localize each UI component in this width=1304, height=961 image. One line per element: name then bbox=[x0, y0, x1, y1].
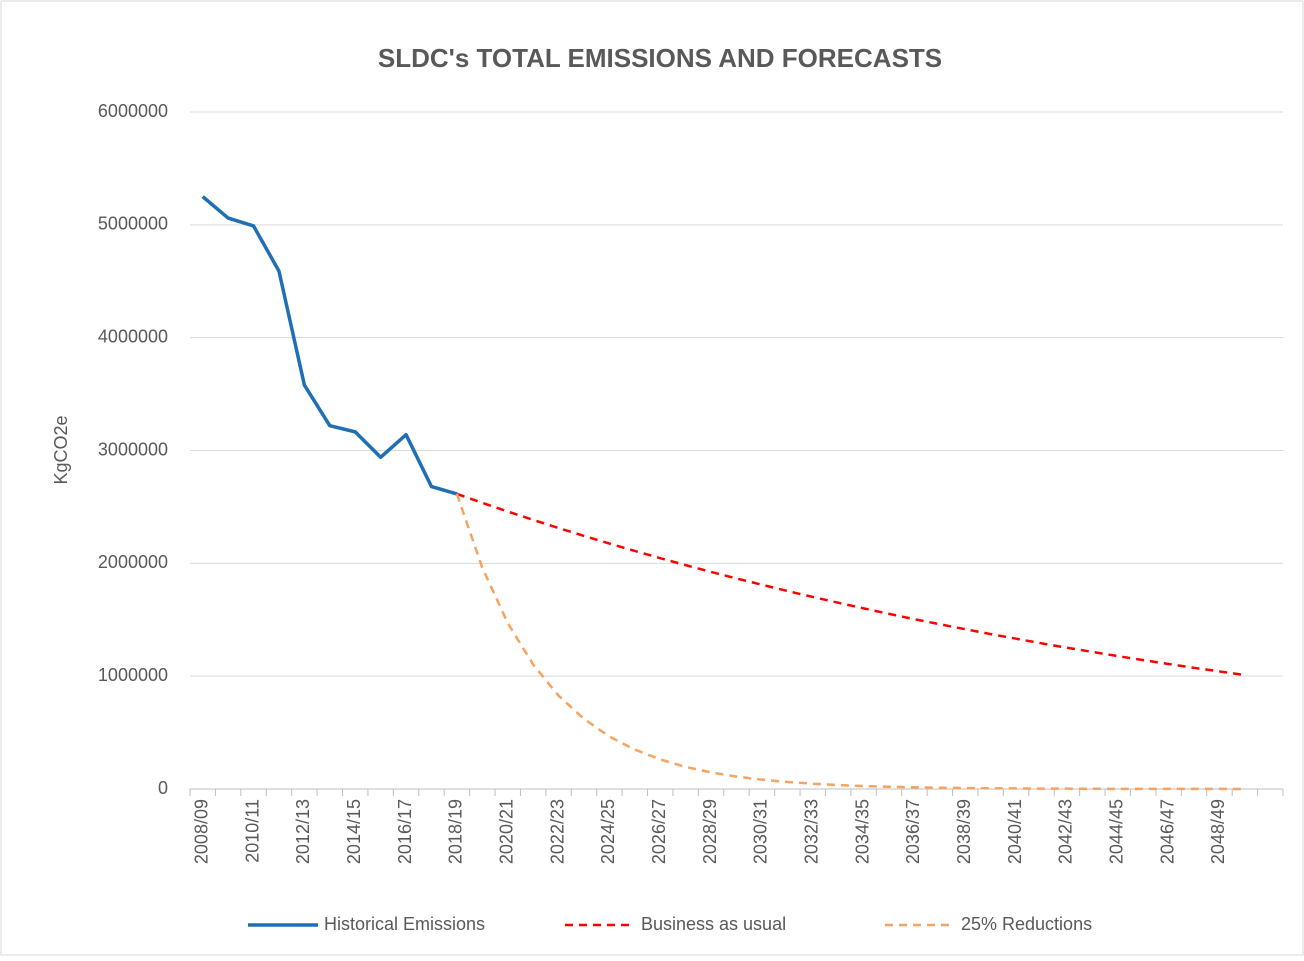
y-tick-label: 5000000 bbox=[98, 214, 168, 234]
y-tick-label: 2000000 bbox=[98, 552, 168, 572]
x-tick-label: 2032/33 bbox=[802, 799, 822, 864]
x-tick-label: 2026/27 bbox=[649, 799, 669, 864]
x-tick-label: 2028/29 bbox=[700, 799, 720, 864]
series-line bbox=[455, 493, 1245, 791]
chart-title: SLDC's TOTAL EMISSIONS AND FORECASTS bbox=[378, 43, 942, 73]
x-tick-label: 2040/41 bbox=[1005, 799, 1025, 864]
x-tick-label: 2022/23 bbox=[547, 799, 567, 864]
y-axis-label: KgCO2e bbox=[51, 415, 71, 484]
x-tick-label: 2010/11 bbox=[242, 799, 262, 863]
x-tick-label: 2034/35 bbox=[852, 799, 872, 864]
series-line bbox=[201, 195, 458, 496]
y-tick-label: 3000000 bbox=[98, 439, 168, 459]
legend-label: 25% Reductions bbox=[961, 914, 1092, 934]
x-tick-label: 2046/47 bbox=[1157, 799, 1177, 864]
legend-label: Historical Emissions bbox=[324, 914, 485, 934]
x-tick-label: 2048/49 bbox=[1208, 799, 1228, 864]
x-tick-label: 2038/39 bbox=[954, 799, 974, 864]
legend-label: Business as usual bbox=[641, 914, 786, 934]
series-line bbox=[456, 492, 1246, 677]
x-tick-label: 2020/21 bbox=[496, 799, 516, 864]
x-tick-label: 2030/31 bbox=[751, 799, 771, 864]
x-tick-label: 2014/15 bbox=[344, 799, 364, 864]
x-tick-label: 2024/25 bbox=[598, 799, 618, 864]
y-tick-label: 6000000 bbox=[98, 101, 168, 121]
y-tick-label: 0 bbox=[158, 778, 168, 798]
x-tick-label: 2042/43 bbox=[1056, 799, 1076, 864]
x-tick-label: 2044/45 bbox=[1107, 799, 1127, 864]
y-tick-label: 4000000 bbox=[98, 326, 168, 346]
y-tick-label: 1000000 bbox=[98, 665, 168, 685]
x-tick-label: 2016/17 bbox=[395, 799, 415, 864]
x-tick-label: 2036/37 bbox=[903, 799, 923, 864]
x-tick-label: 2008/09 bbox=[191, 799, 211, 864]
x-tick-label: 2012/13 bbox=[293, 799, 313, 864]
x-tick-label: 2018/19 bbox=[446, 799, 466, 864]
